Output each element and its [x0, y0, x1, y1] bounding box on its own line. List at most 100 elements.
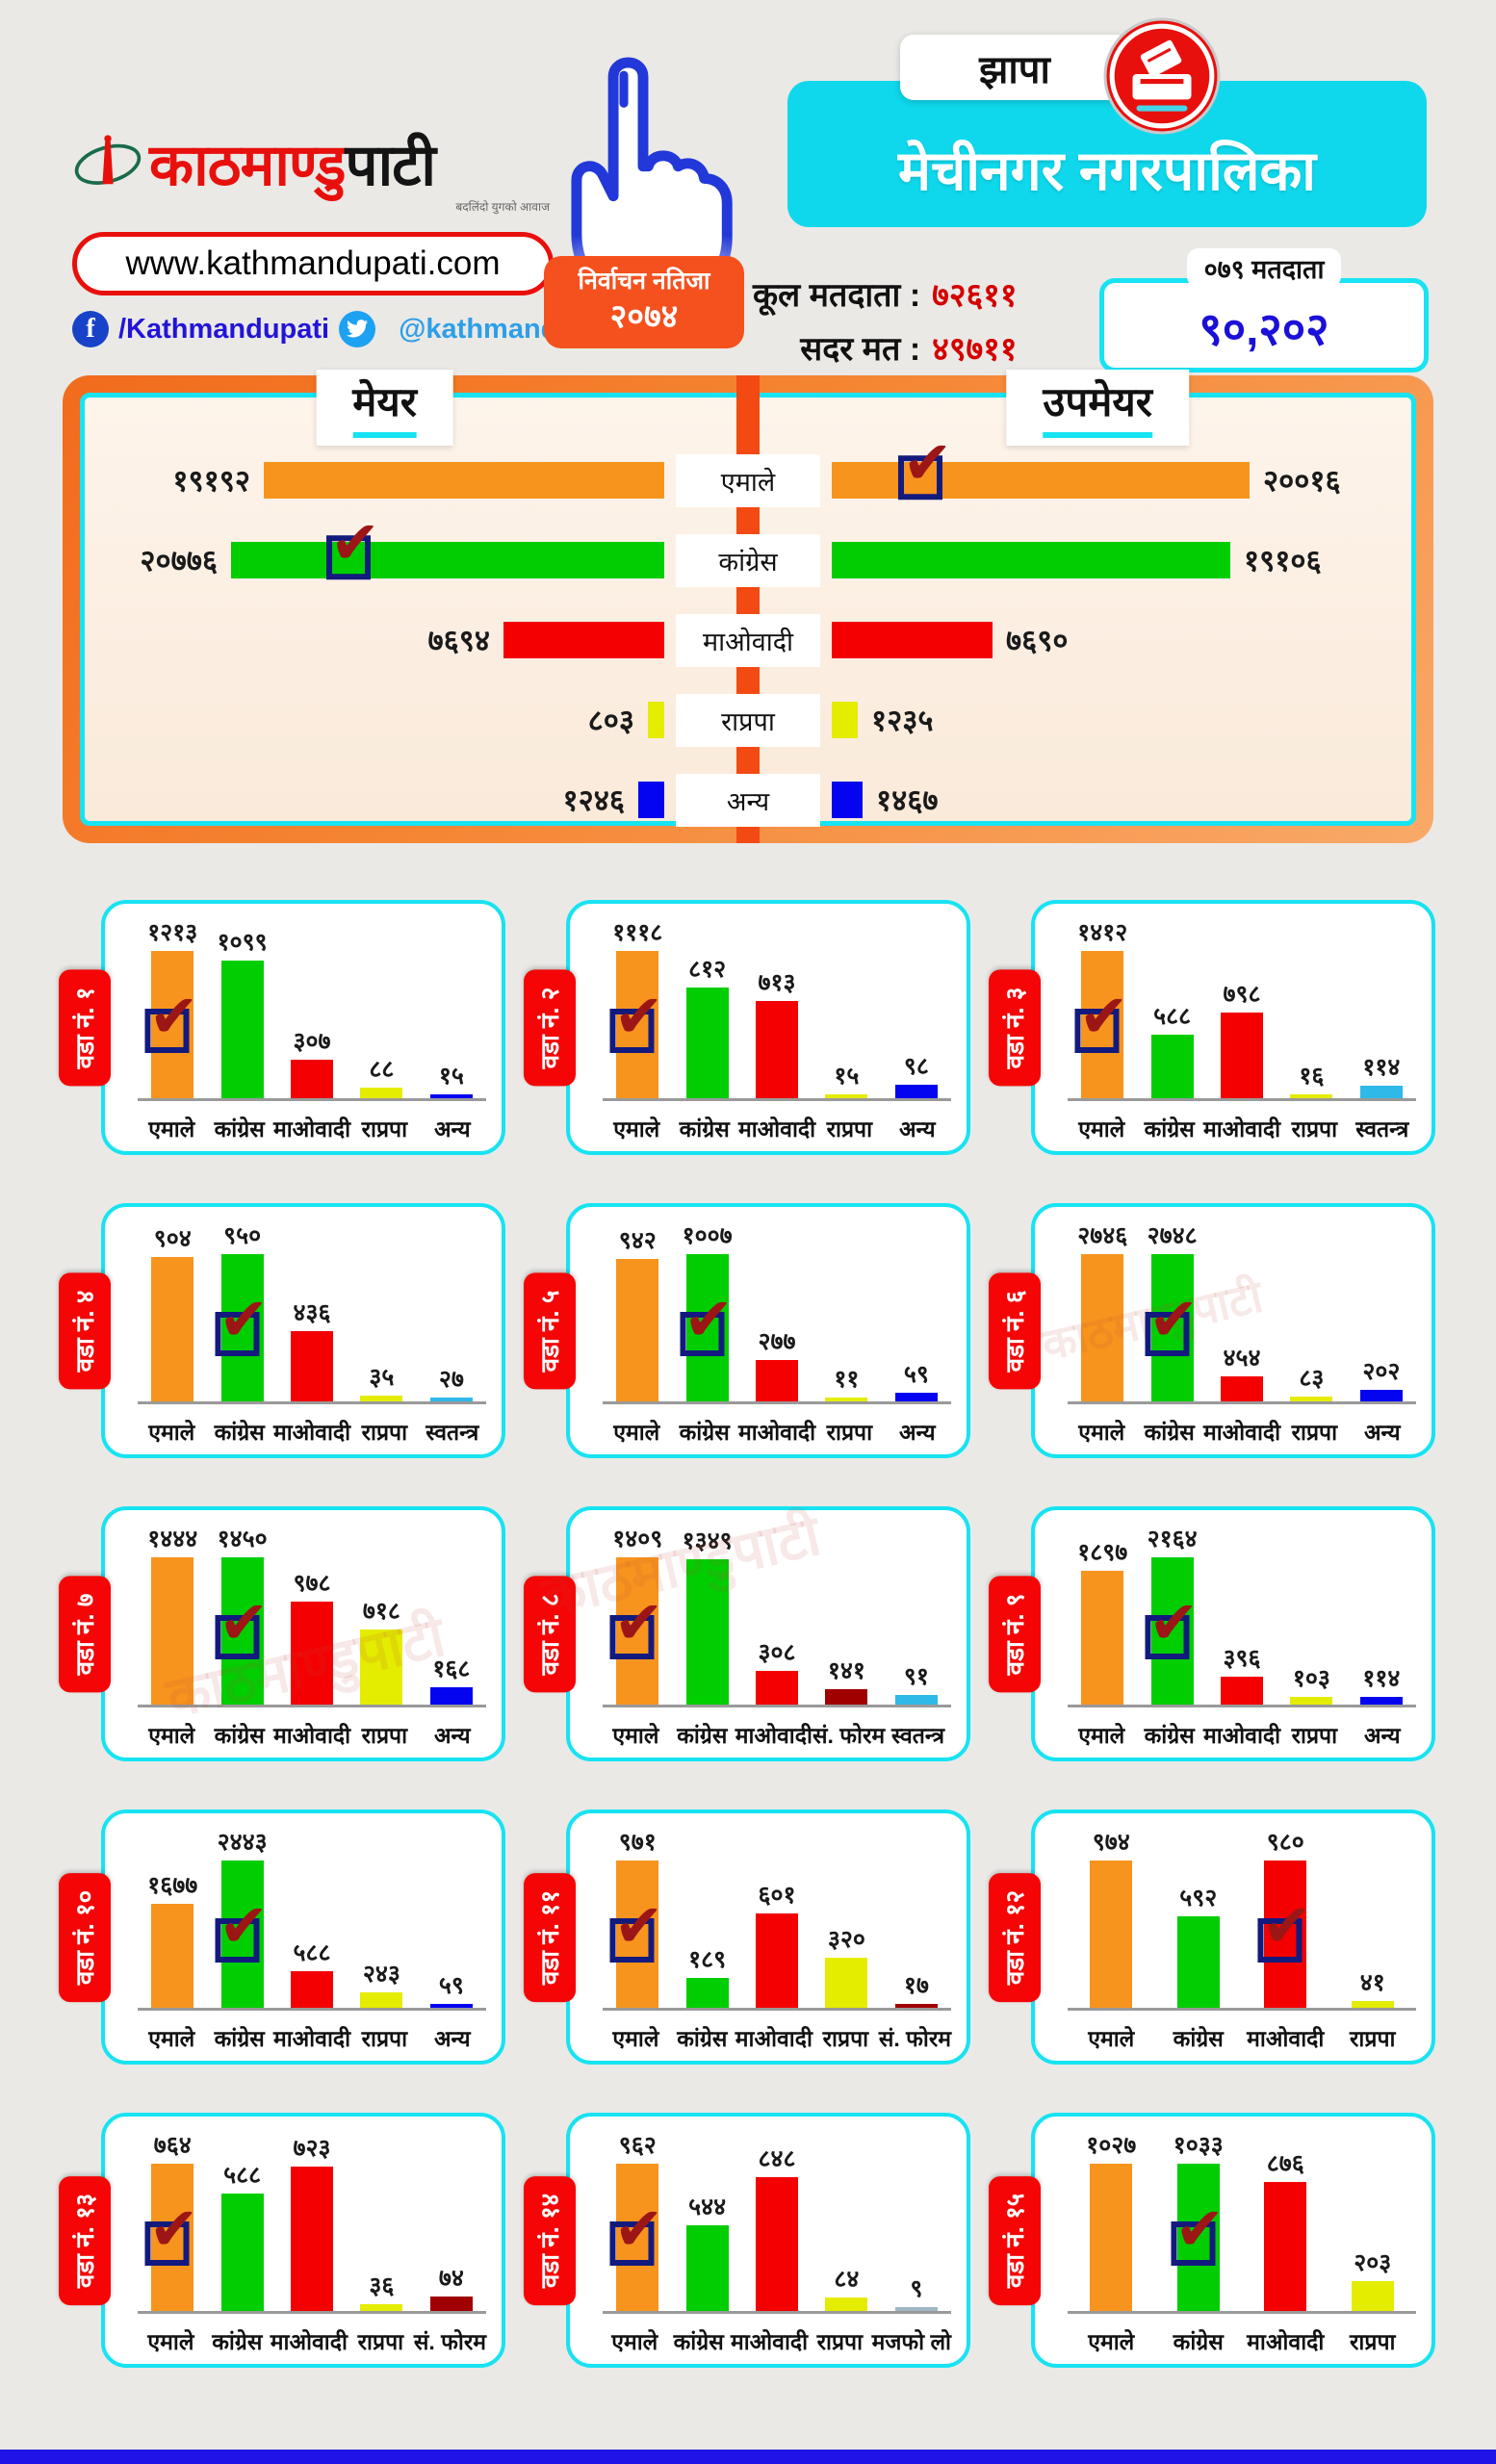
- bar-slot: ५८८: [277, 1825, 347, 2008]
- bar-value: ५४४: [688, 2194, 727, 2220]
- bar-value: १२१३: [147, 919, 198, 946]
- axis-label: माओवादी: [272, 1723, 351, 1748]
- axis-label: एमाले: [1088, 2026, 1135, 2051]
- bar-slot: ९५० ✔: [207, 1219, 276, 1401]
- check-tick-icon: ✔: [219, 1590, 270, 1656]
- bar-slot: २०२: [1347, 1219, 1416, 1401]
- winner-checkmark: ✔: [215, 1897, 269, 1963]
- bar-value: ११४: [1362, 1665, 1401, 1692]
- bar-value: ७१३: [758, 969, 796, 996]
- bar-slot: ५८८: [1137, 915, 1206, 1098]
- winner-checkmark: ✔: [144, 988, 199, 1053]
- check-tick-icon: ✔: [684, 1287, 735, 1353]
- bar-value: १४४४: [147, 1526, 198, 1553]
- bar-value: १०९९: [217, 929, 268, 956]
- axis-label: एमाले: [1078, 1116, 1125, 1142]
- bar-slot: ८४: [812, 2128, 881, 2311]
- bar-value: ६०१: [758, 1882, 796, 1909]
- ward-number-tab: वडा नं. १०: [59, 1872, 111, 2002]
- bar-value: ८१२: [688, 956, 727, 983]
- facebook-icon: f: [72, 311, 109, 347]
- axis-label: कांग्रेस: [214, 1420, 265, 1445]
- axis-label: स्वतन्त्र: [426, 1420, 479, 1445]
- ward-chart-area: ९७४ ५९२ ९८० ✔ ४१: [1068, 1825, 1416, 2011]
- bar-slot: ९६२ ✔: [603, 2128, 672, 2311]
- bar-slot: १०९९: [207, 915, 276, 1098]
- ward-number-tab: वडा नं. ९: [989, 1576, 1041, 1692]
- bar-slot: १२१३ ✔: [138, 915, 207, 1098]
- axis-label: माओवादी: [272, 2026, 351, 2051]
- bar-value: १३४९: [682, 1527, 733, 1554]
- bar-value: ८७६: [1266, 2150, 1304, 2177]
- party-label: एमाले: [676, 453, 820, 507]
- bar-value: ७९८: [1223, 981, 1261, 1008]
- axis-label: एमाले: [613, 1420, 660, 1445]
- deputy-bar: [832, 542, 1230, 578]
- ward-axis-labels: एमाले कांग्रेस माओवादी राप्रपा: [1068, 2325, 1416, 2356]
- bar-value: ९८: [903, 1053, 929, 1080]
- axis-label: माओवादी: [1247, 2329, 1325, 2354]
- ward-panel-ward-4: वडा नं. ४ ९०४ ९५० ✔ ४३६ ३५ २७ एमाले कांग्रेस माओव…: [59, 1203, 505, 1458]
- party-bar: [1351, 2281, 1394, 2311]
- party-bar: [291, 1602, 334, 1705]
- mayor-zone: ७६९४: [82, 620, 664, 660]
- bar-value: ३५: [369, 1364, 395, 1391]
- winner-checkmark: ✔: [609, 1897, 664, 1963]
- axis-label: कांग्रेस: [679, 1116, 730, 1142]
- check-tick-icon: ✔: [902, 430, 953, 498]
- axis-label: अन्य: [433, 1723, 471, 1748]
- result-badge-label: निर्वाचन नतिजा: [578, 268, 710, 295]
- axis-label: एमाले: [147, 2329, 194, 2354]
- bar-slot: १४१: [812, 1522, 881, 1705]
- bar-slot: २४३: [347, 1825, 416, 2008]
- winner-checkmark: ✔: [680, 1291, 734, 1356]
- facebook-handle[interactable]: /Kathmandupati: [118, 313, 330, 345]
- axis-label: माओवादी: [730, 2329, 809, 2354]
- ward-axis-labels: एमाले कांग्रेस माओवादी राप्रपा अन्य: [603, 1416, 951, 1447]
- party-bar: [1090, 2164, 1133, 2311]
- mayor-value: १२४६: [562, 783, 625, 817]
- axis-label: राप्रपा: [1350, 2026, 1396, 2051]
- party-bar: [429, 2297, 473, 2311]
- municipality-banner: मेचीनगर नगरपालिका: [787, 81, 1427, 227]
- ward-chart-area: ९०४ ९५० ✔ ४३६ ३५ २७: [138, 1219, 486, 1404]
- axis-label: अन्य: [433, 1116, 471, 1142]
- municipality-title: मेचीनगर नगरपालिका: [897, 141, 1317, 202]
- axis-label: एमाले: [148, 1420, 195, 1445]
- bar-value: १०२७: [1086, 2132, 1137, 2159]
- bar-slot: ५८८: [207, 2128, 276, 2311]
- bar-slot: ७९८: [1207, 915, 1277, 1098]
- axis-label: एमाले: [612, 1723, 659, 1748]
- masthead: काठमाण्डुपाटी बदलिंदो युगको आवाज www.kat…: [72, 123, 640, 347]
- center-divider: [736, 375, 760, 843]
- bar-value: ७२३: [293, 2135, 331, 2162]
- party-bar: [1264, 2182, 1307, 2311]
- website-link[interactable]: www.kathmandupati.com: [72, 232, 554, 295]
- winner-checkmark: ✔: [215, 1291, 269, 1356]
- ward-number-tab: वडा नं. २: [524, 969, 576, 1086]
- bar-slot: १०२७: [1068, 2128, 1155, 2311]
- axis-label: माओवादी: [1202, 1723, 1281, 1748]
- bar-slot: २०३: [1329, 2128, 1417, 2311]
- bar-value: ३२०: [827, 1926, 865, 1953]
- ward-chart-area: ९६२ ✔ ५४४ ८४८ ८४ ९: [603, 2128, 951, 2314]
- bar-value: १५: [834, 1063, 860, 1090]
- axis-label: कांग्रेस: [214, 2026, 265, 2051]
- bar-slot: ११४: [1347, 1522, 1416, 1705]
- ballot-box-icon: [1103, 17, 1221, 135]
- ward-panel-ward-9: वडा नं. ९ १८९७ २१६४ ✔ ३९६ १०३ ११४ एमाले कांग्रेस…: [989, 1506, 1435, 1761]
- party-bar: [429, 1398, 473, 1401]
- bar-slot: १४०९ ✔: [603, 1522, 672, 1705]
- deputy-bar: [832, 622, 993, 658]
- bar-slot: ९१: [882, 1522, 951, 1705]
- winner-checkmark: ✔: [1145, 1291, 1199, 1356]
- deputy-zone: १९१०६: [832, 540, 1414, 580]
- bar-slot: २४४३ ✔: [207, 1825, 276, 2008]
- mayor-zone: १२४६: [82, 780, 664, 820]
- bar-value: ४३६: [293, 1299, 331, 1326]
- comparison-row: ८०३ राप्रपा १२३५: [82, 692, 1414, 748]
- bar-slot: ५९: [882, 1219, 951, 1401]
- bar-value: २७७: [758, 1328, 796, 1355]
- bar-value: ७६४: [153, 2132, 192, 2159]
- ward-number-tab: वडा नं. १२: [989, 1872, 1041, 2002]
